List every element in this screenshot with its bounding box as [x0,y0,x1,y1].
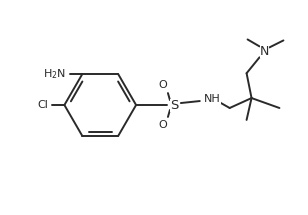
Text: O: O [159,80,167,90]
Text: NH: NH [204,94,221,104]
Text: N: N [260,45,269,58]
Text: S: S [170,98,178,112]
Text: O: O [159,120,167,130]
Text: Cl: Cl [38,100,48,110]
Text: H$_2$N: H$_2$N [43,67,67,81]
